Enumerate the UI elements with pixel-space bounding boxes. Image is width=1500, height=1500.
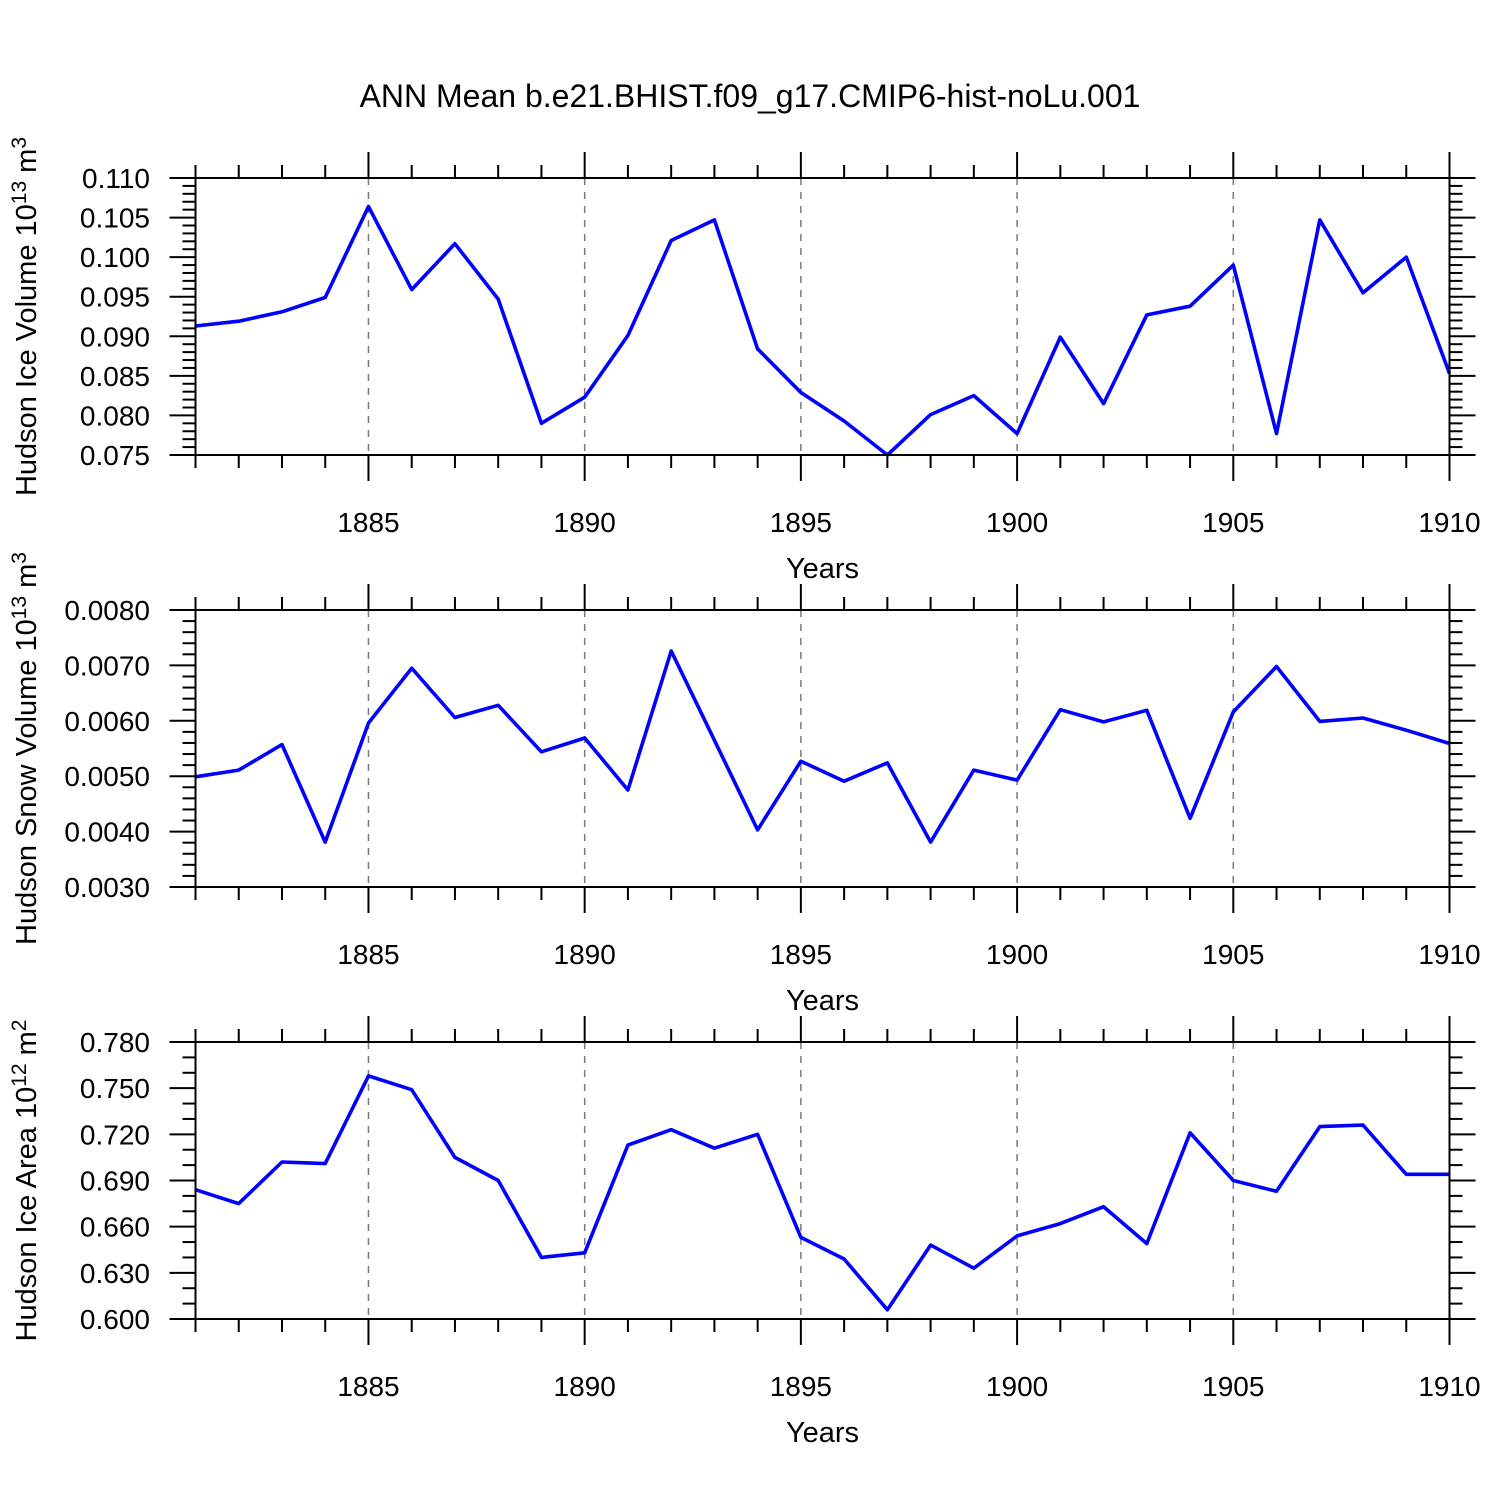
y-tick-label: 0.075: [80, 440, 150, 471]
x-tick-label: 1890: [554, 939, 616, 970]
y-tick-label: 0.780: [80, 1027, 150, 1058]
y-ticks: [169, 1041, 1476, 1320]
x-tick-label: 1900: [986, 1371, 1048, 1402]
y-tick-label: 0.630: [80, 1258, 150, 1289]
y-tick-label: 0.0070: [64, 650, 150, 681]
panel-1: 0.075 0.080 0.085 0.090 0.095 0.100 0.105 0.110…: [8, 137, 1481, 585]
y-tick-label: 0.105: [80, 203, 150, 234]
y-tick-label: 0.660: [80, 1212, 150, 1243]
x-tick-label: 1905: [1202, 507, 1264, 538]
y-tick-label: 0.690: [80, 1166, 150, 1197]
data-line: [195, 204, 1452, 457]
y-axis-title: Hudson Ice Area 1012​ m2​: [8, 1020, 43, 1342]
x-tick-label: 1900: [986, 939, 1048, 970]
x-ticks: [194, 584, 1451, 913]
panel-3: 0.600 0.630 0.660 0.690 0.720 0.750 0.780 1885 1…: [8, 1016, 1481, 1449]
data-line: [194, 1074, 1450, 1312]
x-tick-label: 1885: [337, 507, 399, 538]
y-tick-label: 0.720: [80, 1119, 150, 1150]
y-tick-label: 0.600: [80, 1304, 150, 1335]
x-tick-label: 1885: [337, 1371, 399, 1402]
y-tick-label: 0.100: [80, 242, 150, 273]
x-axis-title: Years: [786, 553, 859, 585]
y-tick-label: 0.110: [82, 163, 150, 194]
y-tick-label: 0.090: [80, 321, 150, 352]
y-tick-label: 0.0040: [64, 817, 150, 848]
panel-2: 0.0030 0.0040 0.0050 0.0060 0.0070 0.0080 1885…: [8, 552, 1481, 1017]
x-tick-label: 1890: [554, 1371, 616, 1402]
y-tick-label: 0.0030: [64, 872, 150, 903]
x-tick-label: 1905: [1202, 1371, 1264, 1402]
y-tick-label: 0.750: [80, 1073, 150, 1104]
x-tick-label: 1895: [770, 1371, 832, 1402]
y-ticks: [169, 609, 1476, 888]
axis-frame: [194, 609, 1451, 888]
y-ticks: [169, 177, 1476, 456]
y-tick-label: 0.095: [80, 282, 150, 313]
y-tick-label: 0.0060: [64, 706, 150, 737]
axis-frame: [194, 177, 1451, 456]
y-tick-label: 0.080: [80, 400, 150, 431]
chart-title: ANN Mean b.e21.BHIST.f09_g17.CMIP6-hist-…: [359, 78, 1141, 114]
x-axis-title: Years: [786, 1417, 859, 1449]
x-ticks: [194, 1016, 1451, 1345]
x-tick-label: 1910: [1418, 507, 1480, 538]
data-line: [195, 649, 1451, 844]
x-tick-label: 1905: [1202, 939, 1264, 970]
y-tick-label: 0.0080: [64, 595, 150, 626]
x-tick-label: 1910: [1418, 939, 1480, 970]
y-axis-title: Hudson Ice Volume 1013​ m3​: [8, 137, 43, 496]
x-tick-label: 1895: [770, 939, 832, 970]
y-tick-label: 0.085: [80, 361, 150, 392]
x-tick-label: 1910: [1418, 1371, 1480, 1402]
y-axis-title: Hudson Snow Volume 1013​ m3​: [8, 552, 43, 945]
x-ticks: [194, 152, 1451, 481]
x-tick-label: 1895: [770, 507, 832, 538]
axis-frame: [194, 1041, 1451, 1320]
x-tick-label: 1900: [986, 507, 1048, 538]
x-axis-title: Years: [786, 985, 859, 1017]
x-tick-label: 1885: [337, 939, 399, 970]
y-tick-label: 0.0050: [64, 761, 150, 792]
x-tick-label: 1890: [554, 507, 616, 538]
